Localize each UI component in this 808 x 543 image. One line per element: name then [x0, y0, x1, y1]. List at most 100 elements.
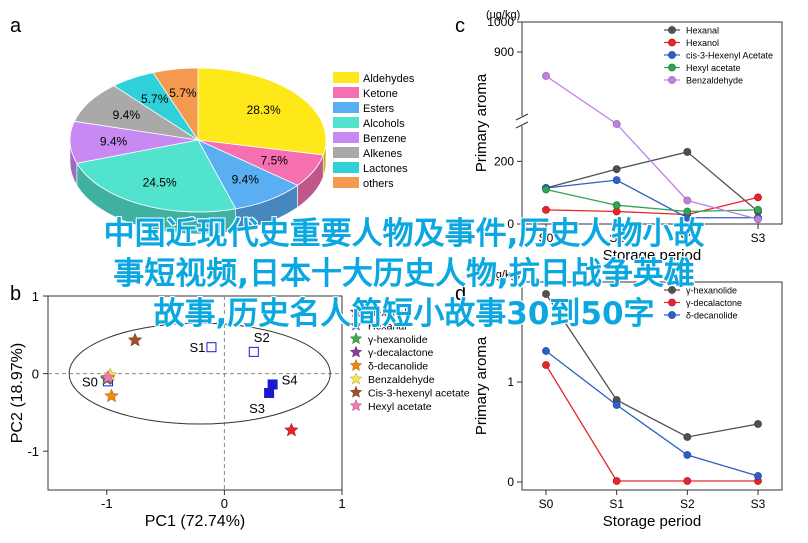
x-tick-label: S1	[609, 231, 624, 245]
axis-break-marks	[515, 113, 529, 129]
sample-marker-s3	[264, 388, 275, 398]
legend-marker-1	[668, 298, 676, 307]
legend-label-2: δ-decanolide	[686, 311, 738, 321]
x-axis-label: Storage period	[603, 247, 701, 264]
x-tick-label: S3	[751, 231, 766, 245]
legend-label-lactones: Lactones	[363, 163, 408, 175]
pie-slice-others	[152, 67, 199, 142]
legend-marker-0	[668, 286, 676, 294]
panel-label-b: b	[10, 283, 21, 305]
series-line-1	[545, 364, 758, 482]
series-point-0	[754, 420, 762, 428]
legend-swatch-benzene	[333, 132, 359, 143]
series-line-0	[545, 293, 759, 438]
legend-swatch-alkenes	[333, 147, 359, 158]
y-tick-label: 0	[32, 367, 39, 382]
legend-label-aldehydes: Aldehydes	[363, 73, 415, 85]
series-point-1	[542, 205, 550, 214]
x-tick-label: S2	[680, 497, 695, 511]
y-axis-label: Primary aroma	[473, 336, 490, 435]
series-point-2	[612, 401, 621, 409]
pie-label-alcohols: 24.5%	[143, 175, 177, 189]
legend-label-2: cis-3-Hexenyl Acetate	[686, 51, 773, 61]
x-tick-label: S0	[539, 231, 554, 245]
panel-label-c: c	[455, 15, 465, 37]
series-point-0	[542, 290, 550, 298]
sample-marker-s2	[248, 346, 259, 357]
compound-star-4	[104, 388, 119, 403]
legend-label-1: γ-decalactone	[686, 298, 742, 308]
legend-label-compound-5: Benzaldehyde	[368, 374, 435, 386]
series-point-4	[542, 72, 550, 80]
axis-break-gap	[518, 116, 526, 126]
series-line-2	[545, 179, 758, 219]
series-line-3	[545, 188, 759, 213]
unit-label: (ug/kg)	[486, 9, 520, 21]
sample-label-s1: S1	[189, 340, 205, 355]
y-tick-label: -1	[27, 444, 39, 459]
y-tick-label: 200	[494, 154, 514, 168]
pie-label-aldehydes: 28.3%	[247, 103, 281, 117]
legend-label-esters: Esters	[363, 103, 395, 115]
series-point-2	[683, 451, 692, 459]
legend-label-compound-1: Hexanal	[368, 320, 407, 332]
legend-label-compound-0: Hexanol	[368, 307, 407, 319]
legend-swatch-others	[333, 177, 359, 188]
series-point-1	[542, 361, 550, 369]
panel-label-a: a	[10, 15, 22, 37]
series-point-3	[612, 201, 621, 210]
x-axis-label: PC1 (72.74%)	[145, 513, 246, 530]
pie-label-ketone: 7.5%	[261, 153, 289, 167]
sample-label-s3: S3	[249, 401, 265, 416]
legend-label-compound-2: γ-hexanolide	[368, 334, 428, 346]
compound-star-0	[284, 422, 299, 437]
legend-label-0: Hexanal	[686, 26, 719, 36]
compound-star-1	[192, 298, 207, 313]
pca-chart-panel: -1 0 1 -1 0 1 PC1 (72.74%) PC2 (18.97%) S0 S1 S2 S3…	[9, 289, 470, 530]
y-tick-label: 0	[507, 217, 514, 231]
series-point-2	[612, 176, 621, 185]
line-chart-d-panel: S0 S1 S2 S3 0 1 Storage period Primary aroma (ug…	[473, 269, 783, 530]
y-tick-label: 900	[494, 45, 514, 59]
x-tick-label: S3	[751, 497, 766, 511]
legend-label-4: Benzaldehyde	[686, 76, 743, 86]
series-point-4	[612, 120, 621, 128]
legend-marker-1	[668, 38, 676, 47]
pie-label-benzene: 9.4%	[100, 135, 128, 149]
legend-star-7	[349, 399, 363, 412]
confidence-ellipse	[68, 322, 331, 425]
legend-label-alcohols: Alcohols	[363, 118, 405, 130]
series-point-4	[754, 215, 762, 224]
series-point-0	[612, 165, 621, 174]
legend-label-others: others	[363, 178, 394, 190]
legend-star-2	[349, 332, 363, 345]
pie-slice-alcohols	[76, 139, 237, 213]
legend-star-3	[349, 345, 363, 358]
legend-marker-2	[668, 311, 676, 319]
x-tick-label: -1	[101, 496, 113, 511]
legend-label-0: γ-hexanolide	[686, 286, 737, 296]
y-axis-label: PC2 (18.97%)	[9, 343, 26, 444]
series-point-0	[683, 148, 692, 156]
legend-label-compound-4: δ-decanolide	[368, 361, 428, 373]
pie-label-lactones: 5.7%	[141, 92, 169, 106]
pie-label-alkenes: 9.4%	[113, 108, 141, 122]
compound-star-6	[127, 332, 143, 347]
series-point-1	[612, 477, 621, 485]
series-line-0	[545, 151, 759, 212]
series-line-4	[545, 75, 759, 220]
pie-slice-aldehydes	[197, 67, 327, 156]
legend-swatch-esters	[333, 102, 359, 113]
pie-label-esters: 9.4%	[232, 172, 260, 186]
series-point-3	[754, 205, 762, 214]
pie-slice-benzene	[69, 120, 199, 164]
legend-label-compound-7: Hexyl acetate	[368, 401, 432, 413]
series-point-2	[754, 472, 762, 480]
x-tick-label: S1	[609, 497, 624, 511]
legend-swatch-lactones	[333, 162, 359, 173]
unit-label: (ug/kg)	[486, 269, 520, 281]
legend-label-ketone: Ketone	[363, 88, 398, 100]
series-point-2	[542, 347, 550, 355]
headline-line-3: 故事,历史名人简短小故事30到50字	[153, 296, 655, 332]
